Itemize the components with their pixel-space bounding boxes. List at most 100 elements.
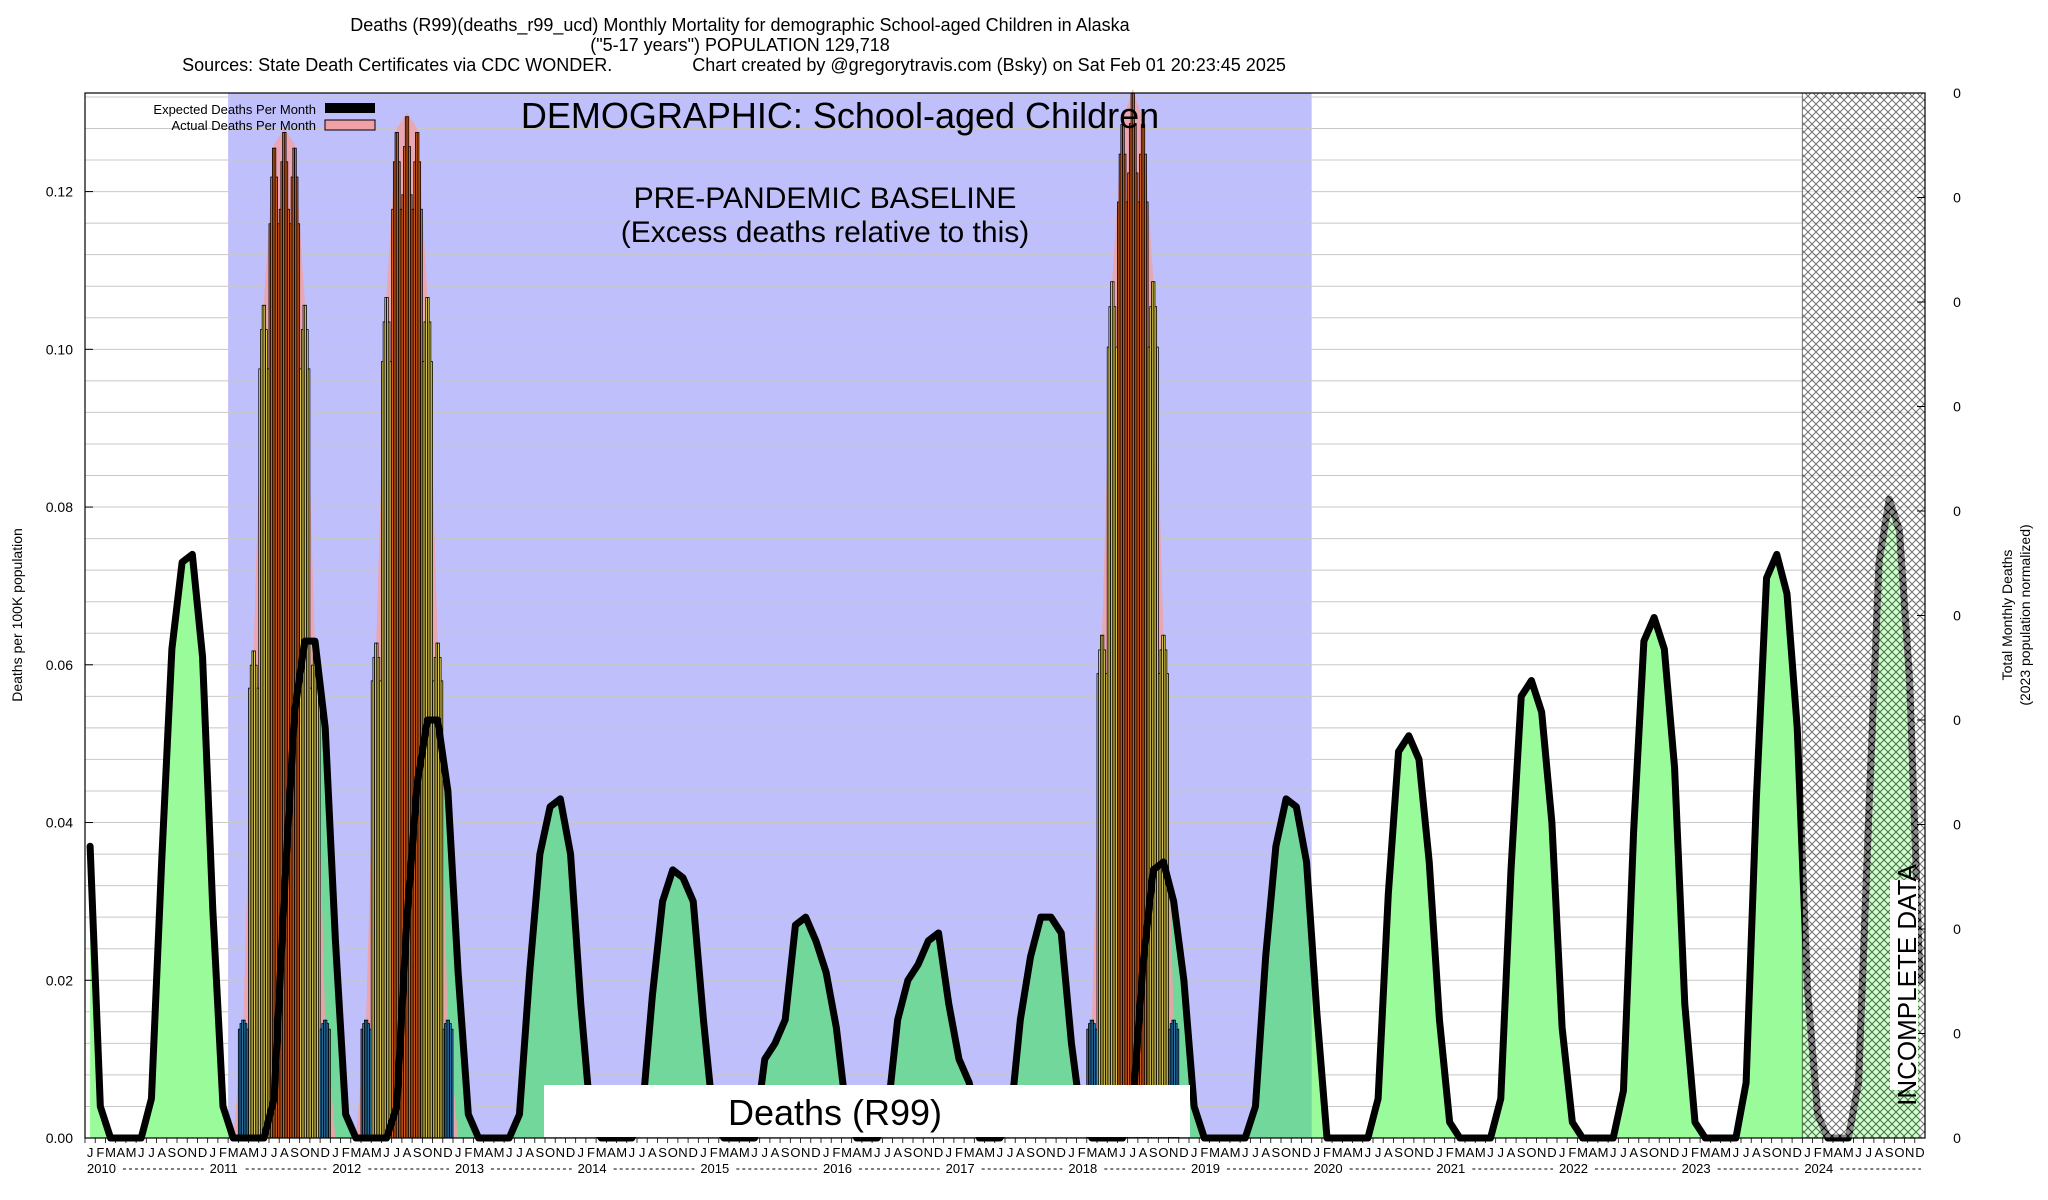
year-label: 2018	[1068, 1161, 1097, 1176]
month-label: A	[1220, 1145, 1229, 1160]
month-label: J	[1559, 1145, 1566, 1160]
month-label: A	[1752, 1145, 1761, 1160]
month-label: F	[1446, 1145, 1454, 1160]
month-label: M	[1720, 1145, 1731, 1160]
month-label: A	[157, 1145, 166, 1160]
year-label: 2014	[578, 1161, 607, 1176]
month-label: D	[566, 1145, 575, 1160]
month-label: J	[1733, 1145, 1740, 1160]
month-label: A	[1261, 1145, 1270, 1160]
year-label: 2017	[946, 1161, 975, 1176]
incomplete-data-label: INCOMPLETE DATA	[1892, 863, 1922, 1105]
month-label: N	[188, 1145, 197, 1160]
month-label: A	[975, 1145, 984, 1160]
month-label: D	[198, 1145, 207, 1160]
month-label: M	[1475, 1145, 1486, 1160]
right-tick-label: 0	[1953, 608, 1961, 624]
month-label: J	[1130, 1145, 1137, 1160]
right-tick-label: 0	[1953, 294, 1961, 310]
month-label: N	[556, 1145, 565, 1160]
demographic-annotation: DEMOGRAPHIC: School-aged Children	[521, 95, 1159, 136]
month-label: A	[1629, 1145, 1638, 1160]
year-label: 2024	[1804, 1161, 1833, 1176]
month-label: J	[1375, 1145, 1382, 1160]
month-label: J	[1252, 1145, 1259, 1160]
month-label: D	[1793, 1145, 1802, 1160]
month-label: J	[1610, 1145, 1617, 1160]
y-tick-label: 0.08	[46, 499, 73, 515]
month-label: J	[1743, 1145, 1750, 1160]
month-label: M	[371, 1145, 382, 1160]
month-label: A	[1588, 1145, 1597, 1160]
actual-bar	[450, 1028, 454, 1139]
month-label: J	[629, 1145, 636, 1160]
legend-actual-swatch	[324, 119, 376, 131]
month-label: N	[1292, 1145, 1301, 1160]
year-label: 2022	[1559, 1161, 1588, 1176]
year-label: 2011	[210, 1161, 238, 1176]
month-label: S	[1149, 1145, 1158, 1160]
legend-expected-label: Expected Deaths Per Month	[153, 102, 316, 117]
month-label: D	[689, 1145, 698, 1160]
month-label: A	[1711, 1145, 1720, 1160]
cause-box-label: Deaths (R99)	[728, 1092, 942, 1133]
month-label: J	[874, 1145, 881, 1160]
y-tick-label: 0.00	[46, 1130, 73, 1146]
month-label: S	[904, 1145, 913, 1160]
month-label: F	[710, 1145, 718, 1160]
actual-bar	[328, 1028, 331, 1139]
month-label: A	[280, 1145, 289, 1160]
month-label: F	[587, 1145, 595, 1160]
month-label: S	[1272, 1145, 1281, 1160]
month-label: J	[1119, 1145, 1126, 1160]
month-label: A	[893, 1145, 902, 1160]
month-label: A	[730, 1145, 739, 1160]
month-label: A	[1834, 1145, 1843, 1160]
right-tick-label: 0	[1953, 1026, 1961, 1042]
year-label: 2013	[455, 1161, 484, 1176]
month-label: F	[832, 1145, 840, 1160]
month-label: M	[596, 1145, 607, 1160]
month-label: A	[116, 1145, 125, 1160]
month-label: A	[403, 1145, 412, 1160]
month-label: M	[1822, 1145, 1833, 1160]
expected-area-baseline	[228, 641, 1312, 1138]
month-label: J	[1436, 1145, 1443, 1160]
month-label: O	[1894, 1145, 1904, 1160]
month-label: M	[1700, 1145, 1711, 1160]
month-label: S	[1026, 1145, 1035, 1160]
month-label: J	[1866, 1145, 1873, 1160]
month-label: J	[1068, 1145, 1075, 1160]
month-label: D	[1425, 1145, 1434, 1160]
year-label: 2023	[1682, 1161, 1711, 1176]
month-label: D	[934, 1145, 943, 1160]
month-label: F	[1814, 1145, 1822, 1160]
month-label: D	[811, 1145, 820, 1160]
month-label: A	[771, 1145, 780, 1160]
month-label: A	[852, 1145, 861, 1160]
month-label: M	[1843, 1145, 1854, 1160]
month-label: M	[1107, 1145, 1118, 1160]
month-label: N	[678, 1145, 687, 1160]
right-tick-label: 0	[1953, 921, 1961, 937]
month-label: N	[801, 1145, 810, 1160]
month-label: M	[1086, 1145, 1097, 1160]
month-label: O	[177, 1145, 187, 1160]
month-label: O	[545, 1145, 555, 1160]
chart-title-line-1: Deaths (R99)(deaths_r99_ucd) Monthly Mor…	[350, 15, 1130, 36]
month-label: A	[484, 1145, 493, 1160]
month-label: M	[248, 1145, 259, 1160]
right-tick-label: 0	[1953, 85, 1961, 101]
month-label: A	[1139, 1145, 1148, 1160]
y-axis-right-label-line-2: (2023 population normalized)	[2017, 524, 2033, 705]
month-label: J	[516, 1145, 523, 1160]
month-label: S	[1394, 1145, 1403, 1160]
month-label: F	[1568, 1145, 1576, 1160]
month-label: N	[1414, 1145, 1423, 1160]
month-label: O	[1526, 1145, 1536, 1160]
month-label: A	[648, 1145, 657, 1160]
month-label: M	[718, 1145, 729, 1160]
month-label: J	[946, 1145, 953, 1160]
legend-expected-swatch	[325, 103, 375, 113]
month-label: S	[1517, 1145, 1526, 1160]
